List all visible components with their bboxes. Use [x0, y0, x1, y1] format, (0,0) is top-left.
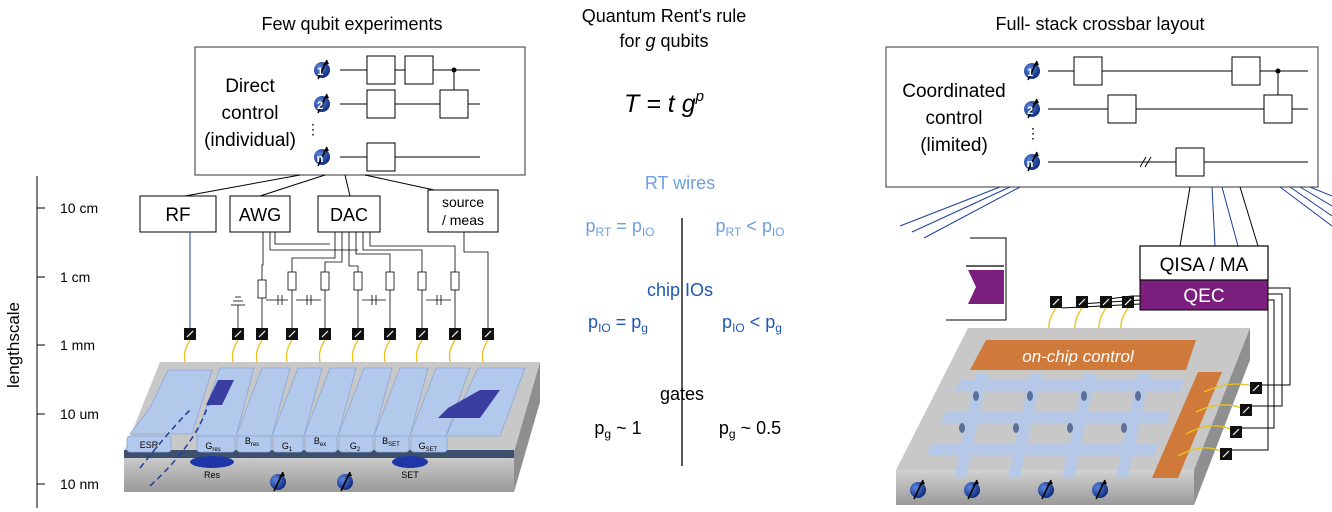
left-device [124, 362, 540, 492]
rt-wires-heading: RT wires [645, 173, 715, 193]
right-fan-lines [899, 186, 1332, 247]
right-control-line1: Coordinated [902, 81, 1006, 102]
bres-label: Bres [245, 436, 259, 448]
chip-ios-heading: chip IOs [647, 280, 713, 300]
meas-label: / meas [442, 212, 484, 228]
right-circuit: ⋮ [1026, 56, 1308, 177]
right-chip [896, 328, 1250, 505]
qec-box [1139, 279, 1269, 311]
rt-right-rule: pRT < pIO [716, 216, 785, 239]
left-control-line1: Direct [225, 76, 275, 97]
left-control-box [194, 46, 526, 176]
lengthscale-axis: 10 cm 1 cm 1 mm 10 um 10 nm lengthscale [4, 176, 99, 508]
tick-10cm: 10 cm [60, 200, 98, 216]
g2-label: G2 [350, 441, 361, 453]
source-meas-box [427, 189, 499, 233]
gset-label: GSET [419, 441, 438, 453]
right-bond-wires-side [1177, 383, 1253, 457]
source-label: source [442, 194, 484, 210]
dac-label: DAC [330, 205, 368, 225]
svg-text:1: 1 [1027, 67, 1033, 79]
left-circuit: ⋮ [306, 55, 480, 172]
right-title: Full- stack crossbar layout [995, 14, 1204, 34]
right-black-lines [946, 186, 1259, 321]
io-right-rule: pIO < pg [722, 312, 782, 335]
qec-label: QEC [1183, 286, 1224, 307]
lengthscale-label: lengthscale [4, 302, 23, 388]
right-qubit-2-icon: 2 [1023, 98, 1041, 119]
right-control-line2: control [925, 108, 982, 129]
left-title: Few qubit experiments [261, 14, 442, 34]
onchip-label: on-chip control [1022, 347, 1135, 366]
left-qubit-1-icon: 1 [313, 59, 331, 80]
svg-text:2: 2 [317, 100, 323, 112]
right-control-line3: (limited) [920, 135, 988, 156]
svg-text:n: n [317, 153, 324, 165]
svg-text:2: 2 [1027, 105, 1033, 117]
rf-label: RF [165, 205, 190, 226]
left-bondpads [183, 327, 495, 341]
g1-label: G1 [282, 441, 293, 453]
right-qubit-1-icon: 1 [1023, 60, 1041, 81]
purple-stub [968, 270, 1004, 304]
bset-label: BSET [382, 436, 400, 448]
svg-text:n: n [1027, 158, 1034, 170]
tick-10um: 10 um [60, 406, 99, 422]
dc-wiring [231, 232, 489, 328]
tick-1cm: 1 cm [60, 269, 90, 285]
left-qubit-2-icon: 2 [313, 93, 331, 114]
rf-box [139, 195, 217, 233]
svg-text:⋮: ⋮ [1026, 125, 1040, 141]
esr-label: ESR [140, 440, 159, 450]
svg-text:⋮: ⋮ [306, 121, 320, 137]
left-control-line3: (individual) [204, 130, 296, 151]
gates-left-rule: pg ~ 1 [594, 418, 641, 441]
qisa-label: QISA / MA [1160, 255, 1249, 276]
rent-title-line1: Quantum Rent's rule [582, 6, 747, 26]
rent-title-line2: for g qubits [619, 31, 708, 51]
left-control-line2: control [221, 103, 278, 124]
tick-10nm: 10 nm [60, 476, 99, 492]
awg-label: AWG [239, 205, 281, 225]
svg-text:1: 1 [317, 66, 323, 78]
dac-box [317, 195, 381, 233]
awg-box [229, 195, 291, 233]
set-label: SET [401, 470, 419, 480]
gres-label: Gres [205, 441, 220, 453]
gates-right-rule: pg ~ 0.5 [719, 418, 781, 441]
tick-1mm: 1 mm [60, 337, 95, 353]
right-qubit-n-icon: n [1023, 151, 1041, 172]
left-device-labels: ESR Gres Bres G1 Bex G2 BSET GSET Res SE… [140, 436, 438, 480]
left-qubit-n-icon: n [313, 146, 331, 167]
res-label: Res [204, 470, 221, 480]
rt-left-rule: pRT = pIO [586, 216, 655, 239]
rent-formula: T = t gp [624, 88, 704, 118]
gates-heading: gates [660, 384, 704, 404]
io-left-rule: pIO = pg [588, 312, 648, 335]
bex-label: Bex [314, 436, 326, 448]
left-fan-lines [184, 174, 463, 197]
